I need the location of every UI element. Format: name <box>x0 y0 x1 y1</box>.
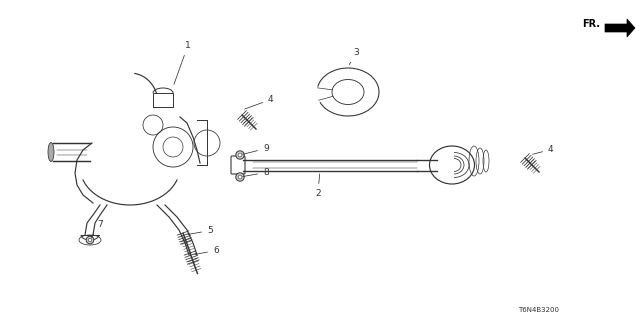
Text: 7: 7 <box>92 220 103 238</box>
Circle shape <box>236 173 244 181</box>
Text: 5: 5 <box>188 226 212 235</box>
Circle shape <box>238 175 242 179</box>
Circle shape <box>86 236 94 244</box>
Text: 4: 4 <box>244 95 274 109</box>
Text: 2: 2 <box>315 174 321 198</box>
Text: 4: 4 <box>532 145 554 154</box>
Circle shape <box>88 238 92 242</box>
Text: FR.: FR. <box>582 19 600 29</box>
Text: 3: 3 <box>349 48 359 65</box>
Polygon shape <box>605 19 635 37</box>
Text: T6N4B3200: T6N4B3200 <box>518 307 559 313</box>
Text: 6: 6 <box>195 246 219 255</box>
Circle shape <box>236 151 244 159</box>
Text: 9: 9 <box>243 144 269 154</box>
Circle shape <box>238 153 242 157</box>
Text: 1: 1 <box>174 41 191 84</box>
Ellipse shape <box>48 142 54 162</box>
Text: 8: 8 <box>243 168 269 177</box>
